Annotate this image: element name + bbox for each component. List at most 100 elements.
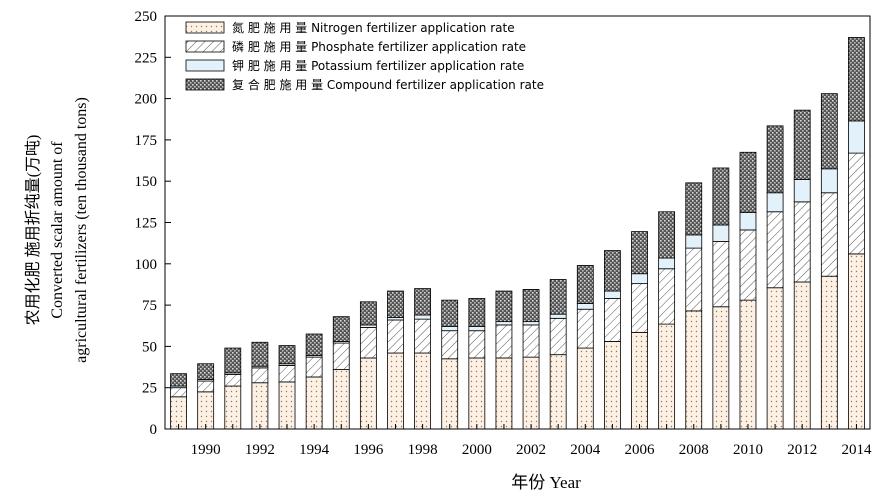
bar-phosphate-2002 [522, 324, 540, 358]
legend: 氮 肥 施 用 量 Nitrogen fertilizer applicatio… [185, 20, 544, 92]
bar-compound-1995 [332, 316, 350, 342]
legend-swatch-phosphate [185, 40, 225, 53]
bar-nitrogen-2000 [468, 357, 486, 430]
bar-nitrogen-2011 [766, 287, 784, 430]
bar-compound-2004 [576, 265, 594, 304]
bar-phosphate-2011 [766, 211, 784, 289]
bar-compound-1991 [224, 347, 242, 374]
bar-nitrogen-1995 [332, 369, 350, 430]
bar-potassium-2008 [685, 234, 703, 249]
bar-phosphate-1991 [224, 374, 242, 387]
bar-phosphate-2005 [604, 298, 621, 342]
bar-nitrogen-2009 [712, 306, 730, 430]
x-tick-label-1990: 1990 [191, 442, 221, 458]
bar-compound-1997 [387, 290, 404, 318]
x-axis-label: 年份 Year [511, 473, 581, 492]
bar-nitrogen-1992 [251, 382, 269, 430]
bar-potassium-1998 [414, 314, 432, 320]
bar-compound-1998 [414, 288, 432, 316]
bar-compound-2012 [793, 109, 811, 180]
y-tick-label-175: 175 [135, 133, 158, 149]
bar-nitrogen-2013 [820, 275, 838, 430]
legend-swatch-potassium [185, 59, 225, 72]
bar-phosphate-2010 [739, 229, 757, 301]
bar-phosphate-2003 [549, 317, 567, 356]
bar-potassium-2003 [549, 313, 567, 319]
x-tick-label-2014: 2014 [841, 442, 872, 458]
x-tick-label-2012: 2012 [787, 442, 817, 458]
bar-compound-1994 [305, 333, 323, 356]
bar-compound-2001 [495, 290, 513, 323]
bar-compound-1996 [359, 301, 377, 326]
y-tick-label-250: 250 [135, 9, 158, 25]
bar-phosphate-2014 [848, 152, 865, 255]
bar-compound-2014 [848, 37, 865, 122]
y-axis-label: 农用化肥 施用折纯量(万吨) Converted scalar amount o… [24, 97, 90, 363]
bar-compound-2010 [739, 151, 757, 213]
y-tick-label-125: 125 [135, 216, 158, 232]
bar-phosphate-1996 [359, 326, 377, 359]
legend-swatch-compound [185, 78, 225, 91]
y-tick-label-75: 75 [142, 298, 157, 314]
bar-compound-2005 [604, 250, 621, 292]
bar-nitrogen-1993 [278, 381, 296, 430]
bar-nitrogen-1997 [387, 352, 404, 430]
bar-potassium-2001 [495, 321, 513, 326]
bar-phosphate-2012 [793, 201, 811, 283]
bar-potassium-2013 [820, 168, 838, 194]
bar-compound-2007 [658, 211, 676, 259]
bar-compound-2000 [468, 298, 486, 327]
bar-nitrogen-2002 [522, 356, 540, 430]
legend-label-phosphate: 磷 肥 施 用 量 Phosphate fertilizer applicati… [232, 39, 526, 54]
legend-label-compound: 复 合 肥 施 用 量 Compound fertilizer applicat… [232, 77, 544, 92]
x-tick-label-2006: 2006 [625, 442, 656, 458]
bar-nitrogen-2006 [631, 331, 648, 430]
x-tick-label-2008: 2008 [679, 442, 709, 458]
bar-potassium-2000 [468, 326, 486, 332]
bar-phosphate-2006 [631, 283, 648, 333]
bar-phosphate-2004 [576, 308, 594, 349]
y-axis-label-line-2: Converted scalar amount of [49, 141, 66, 319]
bar-potassium-2004 [576, 303, 594, 310]
bar-nitrogen-2008 [685, 310, 703, 430]
x-tick-label-2002: 2002 [516, 442, 546, 458]
y-tick-label-100: 100 [135, 257, 158, 273]
y-tick-label-150: 150 [135, 174, 158, 190]
x-tick-label-2004: 2004 [570, 442, 601, 458]
x-tick-label-2010: 2010 [733, 442, 763, 458]
bar-compound-2002 [522, 289, 540, 323]
y-tick-label-25: 25 [142, 381, 157, 397]
bar-compound-2003 [549, 279, 567, 315]
bar-phosphate-1989 [170, 387, 187, 398]
y-tick-label-50: 50 [142, 339, 157, 355]
bar-nitrogen-1998 [414, 352, 432, 430]
bar-nitrogen-1994 [305, 376, 323, 430]
x-tick-label-1996: 1996 [353, 442, 384, 458]
bar-nitrogen-2003 [549, 354, 567, 430]
bar-nitrogen-2004 [576, 347, 594, 430]
bar-compound-1993 [278, 345, 296, 365]
legend-label-nitrogen: 氮 肥 施 用 量 Nitrogen fertilizer applicatio… [232, 20, 515, 35]
bar-compound-2008 [685, 182, 703, 236]
bar-phosphate-1999 [441, 330, 459, 360]
bar-compound-2006 [631, 231, 648, 275]
bar-compound-1999 [441, 299, 459, 327]
axes-group: 0 25 50 75 100 125 150 175 200 225 250 1990 1992 1994… [135, 9, 872, 458]
x-tick-label-1994: 1994 [299, 442, 330, 458]
bar-compound-2009 [712, 167, 730, 226]
bar-phosphate-1995 [332, 342, 350, 370]
y-axis-label-line-1: 农用化肥 施用折纯量(万吨) [24, 135, 42, 326]
bar-phosphate-1998 [414, 318, 432, 354]
bar-phosphate-1990 [197, 380, 215, 393]
bar-potassium-2002 [522, 321, 540, 326]
bar-nitrogen-1999 [441, 358, 459, 430]
bar-phosphate-2013 [820, 192, 838, 277]
bar-nitrogen-1990 [197, 391, 215, 430]
bar-potassium-1999 [441, 326, 459, 332]
bar-potassium-2014 [848, 120, 865, 154]
x-tick-label-2000: 2000 [462, 442, 492, 458]
bar-nitrogen-2007 [658, 323, 676, 430]
y-tick-label-0: 0 [150, 422, 158, 438]
x-tick-label-1992: 1992 [245, 442, 275, 458]
